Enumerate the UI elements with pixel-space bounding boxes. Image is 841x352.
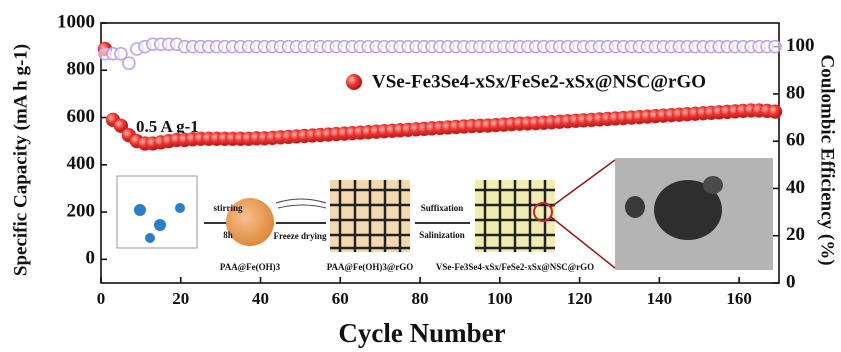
inset-label: VSe-Fe3Se4-xSx/FeSe2-xSx@NSC@rGO xyxy=(436,262,594,272)
sheets xyxy=(276,199,326,208)
inset-label: PAA@Fe(OH)3@rGO xyxy=(327,262,414,272)
network xyxy=(475,180,555,252)
y-tick-label: 800 xyxy=(67,59,96,80)
y-tick-label: 200 xyxy=(67,200,96,221)
x-tick-label: 160 xyxy=(726,289,752,308)
y-tick-label: 400 xyxy=(67,153,96,174)
x-tick-label: 140 xyxy=(647,289,673,308)
y2-tick-label: 60 xyxy=(786,130,805,151)
x-axis-title: Cycle Number xyxy=(338,318,505,348)
ion xyxy=(134,204,146,216)
y2-tick-label: 40 xyxy=(786,177,805,198)
y-tick-label: 0 xyxy=(86,248,96,269)
y-axis-title: Specific Capacity (mA h g-1) xyxy=(10,44,31,276)
x-tick-label: 120 xyxy=(567,289,593,308)
beaker xyxy=(117,176,197,248)
legend-marker xyxy=(346,74,362,90)
y2-tick-label: 80 xyxy=(786,82,805,103)
ion xyxy=(145,233,155,243)
x-tick-label: 40 xyxy=(252,289,269,308)
chart: Cycle Number Specific Capacity (mA h g-1… xyxy=(0,0,841,352)
ion xyxy=(154,219,166,231)
zoom-line xyxy=(551,217,615,268)
y2-axis-title: Coulombic Efficiency (%) xyxy=(817,54,838,265)
inset-label: stirring xyxy=(214,203,243,213)
y-tick-label: 1000 xyxy=(57,11,95,32)
inset-label: PAA@Fe(OH)3 xyxy=(220,262,281,272)
x-tick-label: 100 xyxy=(487,289,513,308)
inset-label: Freeze drying xyxy=(273,231,327,241)
inset-label: Salinization xyxy=(419,230,465,240)
legend-label: VSe-Fe3Se4-xSx/FeSe2-xSx@NSC@rGO xyxy=(372,71,706,92)
ce-point xyxy=(769,41,781,53)
ion xyxy=(175,203,185,213)
network xyxy=(330,180,410,252)
y2-tick-label: 100 xyxy=(786,35,815,56)
y2-tick-label: 20 xyxy=(786,224,805,245)
x-tick-label: 20 xyxy=(172,289,189,308)
inset-label: 8h xyxy=(223,230,233,240)
tem-particle xyxy=(703,176,723,194)
inset-label: Suffixation xyxy=(421,203,464,213)
y2-tick-label: 0 xyxy=(786,271,796,292)
y-tick-label: 600 xyxy=(67,106,96,127)
x-tick-label: 80 xyxy=(412,289,429,308)
x-tick-label: 60 xyxy=(332,289,349,308)
tem-particle xyxy=(625,196,645,218)
ce-point xyxy=(123,57,135,69)
inset-schematic xyxy=(117,158,773,270)
capacity-point xyxy=(768,105,782,119)
zoom-line xyxy=(551,160,615,207)
x-tick-label: 0 xyxy=(97,289,106,308)
